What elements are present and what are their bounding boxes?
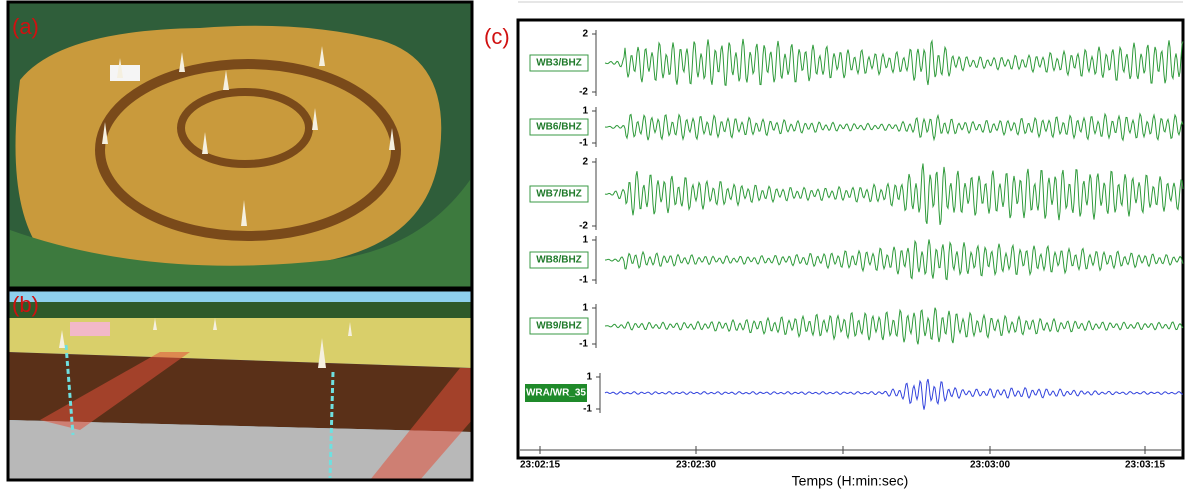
trace-label-box <box>529 185 589 203</box>
waveform <box>605 239 1184 281</box>
panel-label: (b) <box>12 292 39 317</box>
y-tick-label: -2 <box>579 221 588 232</box>
y-tick-label: 1 <box>586 372 592 383</box>
y-tick-label: -1 <box>579 275 588 286</box>
waveform <box>604 307 1184 345</box>
y-tick-label: -1 <box>579 138 588 149</box>
trace-label-box <box>529 118 589 136</box>
trace-label: WB3/BHZ <box>536 58 582 69</box>
x-axis: 23:02:15 23:02:30 23:03:00 23:03:15 Temps (H… <box>520 446 1181 489</box>
y-tick-label: -1 <box>579 339 588 350</box>
trace-label: WB7/BHZ <box>536 189 582 200</box>
x-tick-label: 23:03:00 <box>970 460 1010 471</box>
traces: 2 -2 WB3/BHZ 1 -1 WB6/BHZ 2 -2 WB7/BHZ 1 -1 WB8/BHZ… <box>525 29 1184 415</box>
trace-label-box <box>529 317 589 335</box>
x-tick-label: 23:02:15 <box>520 460 560 471</box>
y-tick-label: -1 <box>583 404 592 415</box>
trace-label: WB8/BHZ <box>536 255 582 266</box>
panel-labels: (a) (b) (c) <box>12 14 510 317</box>
trace-label-box <box>525 384 587 402</box>
trace-label: WB9/BHZ <box>536 321 582 332</box>
waveform <box>604 38 1184 86</box>
y-tick-label: 1 <box>582 235 588 246</box>
y-tick-label: 2 <box>582 157 588 168</box>
y-tick-label: 1 <box>582 303 588 314</box>
illustration-a <box>6 0 474 290</box>
x-axis-label: Temps (H:min:sec) <box>792 473 909 489</box>
trace-label: WRA/WR_35 <box>526 388 586 399</box>
y-tick-label: 2 <box>582 29 588 40</box>
y-tick-label: -2 <box>579 87 588 98</box>
trace-label: WB6/BHZ <box>536 122 582 133</box>
panel-label: (c) <box>484 24 510 49</box>
trace-label-box <box>529 54 589 72</box>
waveform <box>604 112 1184 142</box>
x-tick-label: 23:03:15 <box>1125 460 1165 471</box>
seismogram-frame <box>516 18 1185 460</box>
x-tick-label: 23:02:30 <box>676 460 716 471</box>
waveform <box>604 163 1184 226</box>
y-tick-label: 1 <box>582 106 588 117</box>
illustration-b <box>6 288 474 482</box>
waveform <box>604 378 1184 410</box>
panel-label: (a) <box>12 14 39 39</box>
trace-label-box <box>529 251 589 269</box>
